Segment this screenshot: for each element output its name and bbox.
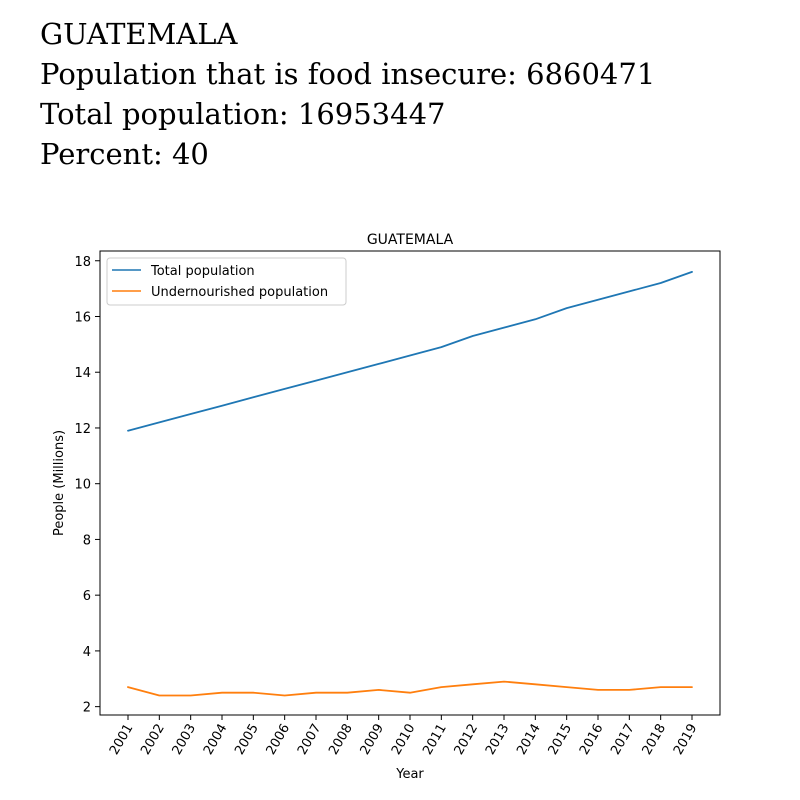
x-tick-label: 2016: [577, 722, 607, 758]
x-tick-label: 2001: [107, 722, 137, 758]
x-tick-label: 2014: [514, 722, 544, 758]
y-tick-label: 14: [74, 366, 91, 381]
x-tick-label: 2013: [483, 722, 513, 758]
country-heading: GUATEMALA: [40, 17, 238, 51]
y-tick-label: 2: [83, 701, 91, 716]
percent-line: Percent: 40: [40, 137, 209, 171]
legend-label-undernourished: Undernourished population: [151, 285, 328, 300]
x-tick-label: 2011: [420, 722, 450, 758]
total-population-line: Total population: 16953447: [40, 97, 446, 131]
y-tick-label: 6: [83, 589, 91, 604]
y-tick-label: 18: [74, 255, 91, 270]
series-line-total-population: [127, 270, 693, 432]
x-tick-label: 2004: [201, 722, 231, 758]
x-tick-label: 2006: [264, 722, 294, 758]
y-tick-label: 12: [74, 422, 91, 437]
x-tick-label: 2008: [326, 722, 356, 758]
series-line-undernourished-population: [127, 680, 693, 697]
x-tick-label: 2018: [640, 722, 670, 758]
chart-title: GUATEMALA: [367, 232, 454, 248]
x-tick-label: 2009: [358, 722, 388, 758]
x-tick-label: 2005: [232, 722, 262, 758]
x-tick-label: 2003: [170, 722, 200, 758]
x-tick-label: 2007: [295, 722, 325, 758]
y-axis-label: People (Millions): [52, 430, 67, 536]
y-tick-label: 10: [74, 478, 91, 493]
x-tick-label: 2017: [608, 722, 638, 758]
y-tick-label: 8: [83, 533, 91, 548]
food-insecure-line: Population that is food insecure: 686047…: [40, 57, 656, 91]
header: GUATEMALA Population that is food insecu…: [40, 14, 655, 174]
plot-frame: [99, 250, 721, 716]
y-tick-label: 16: [74, 310, 91, 325]
legend-box: [106, 257, 347, 306]
x-tick-label: 2002: [138, 722, 168, 758]
legend-label-total: Total population: [150, 264, 255, 279]
x-axis-label: Year: [395, 767, 424, 782]
legend: Total population Undernourished populati…: [106, 257, 347, 306]
x-tick-label: 2012: [452, 722, 482, 758]
x-tick-label: 2015: [546, 722, 576, 758]
y-tick-label: 4: [83, 645, 91, 660]
x-tick-label: 2019: [671, 722, 701, 758]
x-tick-label: 2010: [389, 722, 419, 758]
